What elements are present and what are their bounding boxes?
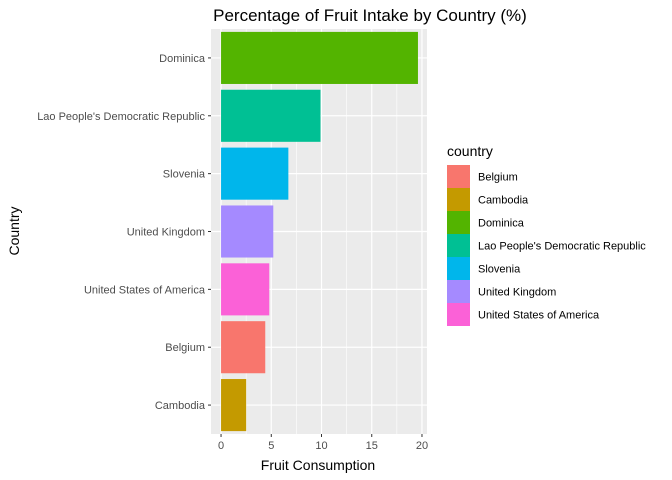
y-tick-label: United Kingdom	[127, 227, 205, 239]
legend-label: United Kingdom	[478, 287, 556, 299]
bar	[221, 147, 289, 200]
legend-swatch	[447, 280, 470, 303]
bars	[221, 31, 418, 432]
y-tick-label: Lao People's Democratic Republic	[37, 111, 205, 123]
y-axis-title: Country	[6, 206, 22, 255]
y-tick-label: Belgium	[165, 342, 205, 354]
legend-swatch	[447, 257, 470, 280]
bar	[221, 31, 418, 84]
chart-title: Percentage of Fruit Intake by Country (%…	[213, 6, 527, 25]
y-axis: Dominica Lao People's Democratic Republic…	[37, 53, 211, 412]
legend-swatch	[447, 211, 470, 234]
legend-swatch	[447, 188, 470, 211]
y-tick-label: Dominica	[159, 53, 206, 65]
legend-swatch	[447, 303, 470, 326]
x-axis-title: Fruit Consumption	[261, 457, 375, 473]
legend-swatch	[447, 234, 470, 257]
y-tick-label: United States of America	[84, 284, 206, 296]
bar	[221, 379, 247, 432]
legend-label: Cambodia	[478, 195, 529, 207]
bar	[221, 263, 270, 316]
y-tick-label: Slovenia	[163, 169, 206, 181]
x-tick-label: 20	[416, 440, 428, 452]
bar	[221, 205, 274, 258]
x-tick-label: 0	[218, 440, 224, 452]
y-tick-label: Cambodia	[155, 400, 206, 412]
legend-title: country	[447, 143, 493, 159]
legend-swatch	[447, 165, 470, 188]
legend-label: Dominica	[478, 218, 525, 230]
legend: country Belgium Cambodia Dominica Lao Peopl…	[447, 143, 646, 326]
x-axis: 0 5 10 15 20	[218, 434, 428, 452]
bar	[221, 89, 321, 142]
legend-label: Slovenia	[478, 264, 521, 276]
x-tick-label: 10	[315, 440, 327, 452]
legend-label: Belgium	[478, 172, 518, 184]
legend-label: Lao People's Democratic Republic	[478, 241, 646, 253]
x-tick-label: 15	[366, 440, 378, 452]
legend-label: United States of America	[478, 310, 600, 322]
x-tick-label: 5	[268, 440, 274, 452]
bar	[221, 321, 266, 374]
